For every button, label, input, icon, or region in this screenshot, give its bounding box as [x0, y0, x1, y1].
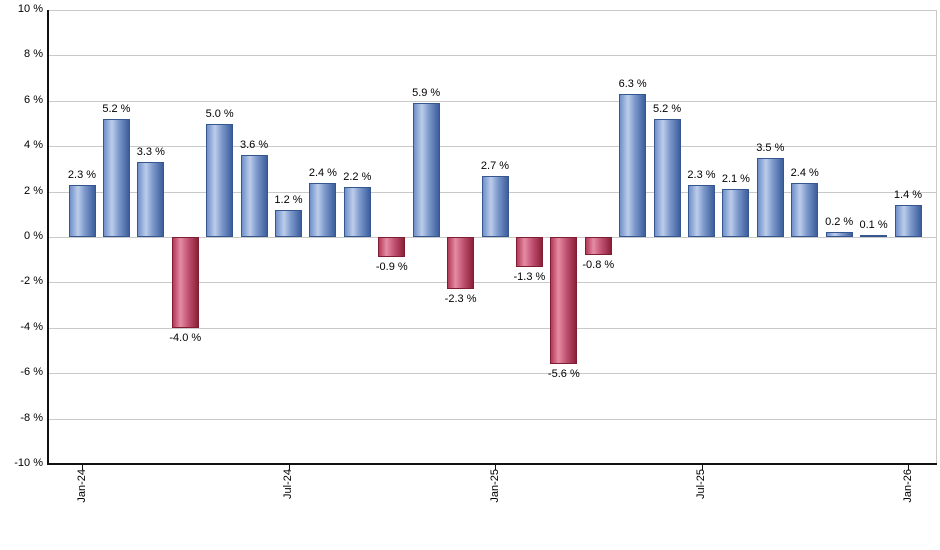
bar-value-label: 2.3 % — [67, 168, 97, 181]
bar — [309, 182, 337, 237]
gridline — [48, 55, 937, 57]
bar-value-label: -0.8 % — [582, 259, 615, 272]
bar — [756, 157, 784, 237]
bar — [206, 123, 234, 237]
y-axis-tick-label: 2 % — [24, 184, 43, 197]
bar — [825, 232, 853, 237]
bar — [447, 237, 475, 290]
y-axis — [47, 10, 49, 465]
bar — [860, 234, 888, 237]
x-axis — [47, 463, 937, 465]
x-tick — [908, 465, 909, 470]
bar-value-label: 2.3 % — [687, 168, 716, 181]
bar-value-label: 1.2 % — [274, 193, 303, 206]
bar — [515, 237, 543, 267]
bar-value-label: 2.1 % — [721, 173, 750, 186]
gridline — [48, 327, 937, 329]
gridline — [48, 282, 937, 284]
bar — [894, 205, 922, 237]
bar — [137, 162, 165, 237]
x-tick — [495, 465, 496, 470]
x-axis-tick-label: Jan-25 — [488, 469, 501, 503]
bar — [619, 93, 647, 237]
bar — [481, 175, 509, 237]
x-tick — [82, 465, 83, 470]
x-tick — [701, 465, 703, 470]
gridline — [48, 373, 937, 375]
gridline — [48, 146, 937, 148]
bar-value-label: 3.6 % — [240, 139, 269, 152]
y-axis-tick-label: -4 % — [20, 320, 43, 333]
y-axis-tick-label: -2 % — [20, 275, 43, 288]
x-tick — [288, 465, 290, 470]
y-axis-tick-label: 6 % — [24, 93, 43, 106]
bar-value-label: -0.9 % — [375, 261, 408, 274]
bar — [550, 237, 578, 365]
bar-value-label: 2.4 % — [790, 166, 819, 179]
gridline — [48, 237, 937, 238]
y-axis-tick-label: -10 % — [14, 457, 43, 469]
bar — [343, 187, 371, 237]
bar-value-label: 1.4 % — [893, 189, 923, 202]
y-axis-tick-label: -8 % — [20, 411, 43, 424]
bar-value-label: 0.1 % — [859, 218, 888, 231]
bar — [102, 118, 130, 237]
bar-value-label: 2.2 % — [343, 171, 372, 184]
y-axis-tick-label: 8 % — [24, 48, 43, 61]
y-axis-tick-label: 0 % — [24, 230, 43, 242]
bar-value-label: 3.3 % — [136, 146, 165, 159]
gridline — [48, 100, 937, 102]
x-axis-tick-label: Jan-24 — [75, 469, 88, 503]
bar — [412, 103, 440, 237]
y-axis-tick-label: 4 % — [24, 139, 43, 152]
bar — [240, 155, 268, 237]
y-axis-tick-label: -6 % — [20, 366, 43, 379]
bar — [584, 237, 612, 256]
y-axis-tick-label: 10 % — [17, 3, 43, 15]
gridline — [48, 418, 937, 420]
bar — [688, 184, 715, 237]
bar — [653, 118, 681, 237]
bar-value-label: 6.3 % — [618, 77, 647, 90]
bar-value-label: 0.2 % — [825, 216, 854, 229]
bar-value-label: 5.9 % — [412, 87, 441, 100]
x-axis-tick-label: Jul-25 — [695, 469, 707, 499]
bar-value-label: 5.2 % — [102, 102, 131, 115]
bar-value-label: 5.0 % — [205, 107, 234, 120]
bar-value-label: 5.2 % — [653, 102, 682, 115]
bar-value-label: -5.6 % — [547, 368, 580, 381]
plot-right-border — [936, 10, 937, 464]
bar-value-label: 2.4 % — [308, 166, 337, 179]
bar — [791, 182, 819, 237]
x-axis-tick-label: Jan-26 — [901, 469, 914, 503]
x-axis-tick-label: Jul-24 — [282, 469, 294, 499]
bar — [68, 184, 96, 237]
bar-value-label: -1.3 % — [513, 270, 546, 283]
bar — [171, 237, 199, 328]
bar — [378, 237, 406, 258]
bar-value-label: 3.5 % — [756, 141, 785, 154]
bar-value-label: 2.7 % — [480, 159, 510, 172]
bar-value-label: -2.3 % — [444, 293, 477, 306]
bar-value-label: -4.0 % — [169, 331, 202, 344]
gridline — [48, 10, 937, 11]
bar — [275, 209, 302, 237]
bar — [722, 189, 750, 237]
